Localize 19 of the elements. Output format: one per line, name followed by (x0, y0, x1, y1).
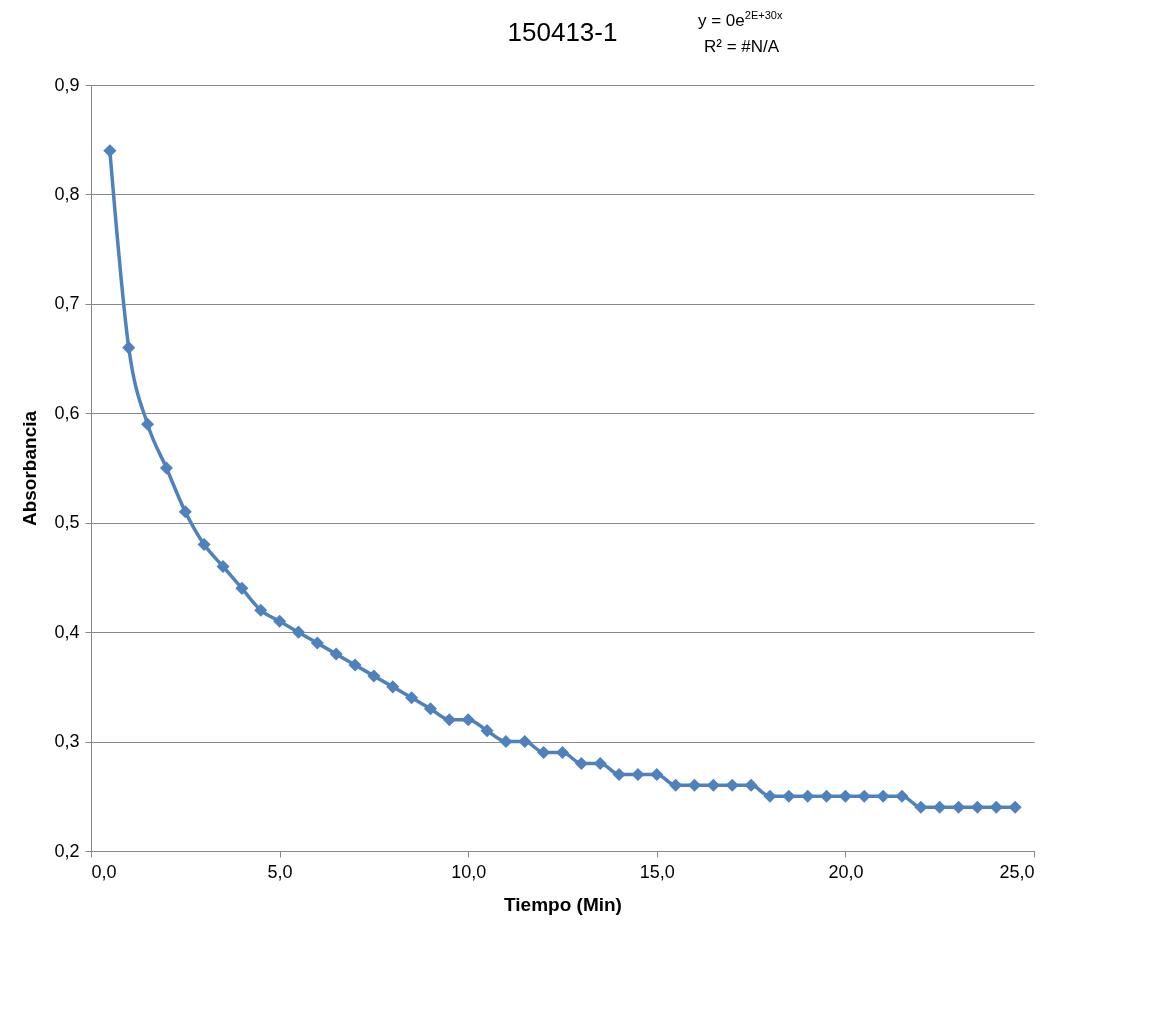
y-tick-label: 0,2 (54, 840, 80, 861)
x-tick-label: 20,0 (828, 861, 864, 882)
y-axis-title: Absorbancia (19, 410, 41, 527)
y-tick-label: 0,4 (54, 621, 80, 642)
x-tick-label: 25,0 (999, 861, 1035, 882)
x-tick-label: 0,0 (91, 861, 117, 882)
x-axis-title: Tiempo (Min) (504, 893, 622, 915)
x-tick-label: 15,0 (639, 861, 675, 882)
y-tick-label: 0,6 (54, 402, 80, 423)
y-tick-label: 0,8 (54, 183, 80, 204)
y-tick-label: 0,9 (54, 74, 80, 95)
x-tick-label: 10,0 (451, 861, 487, 882)
text: R² = #N/A (704, 35, 781, 58)
y-tick-label: 0,3 (54, 731, 80, 752)
chart-title: 150413-1 (507, 17, 618, 47)
y-tick-label: 0,5 (54, 512, 80, 533)
x-tick-label: 5,0 (267, 861, 293, 882)
y-tick-label: 0,7 (54, 293, 80, 314)
text: y = 0e$^{2E+30x}$ (698, 8, 783, 32)
